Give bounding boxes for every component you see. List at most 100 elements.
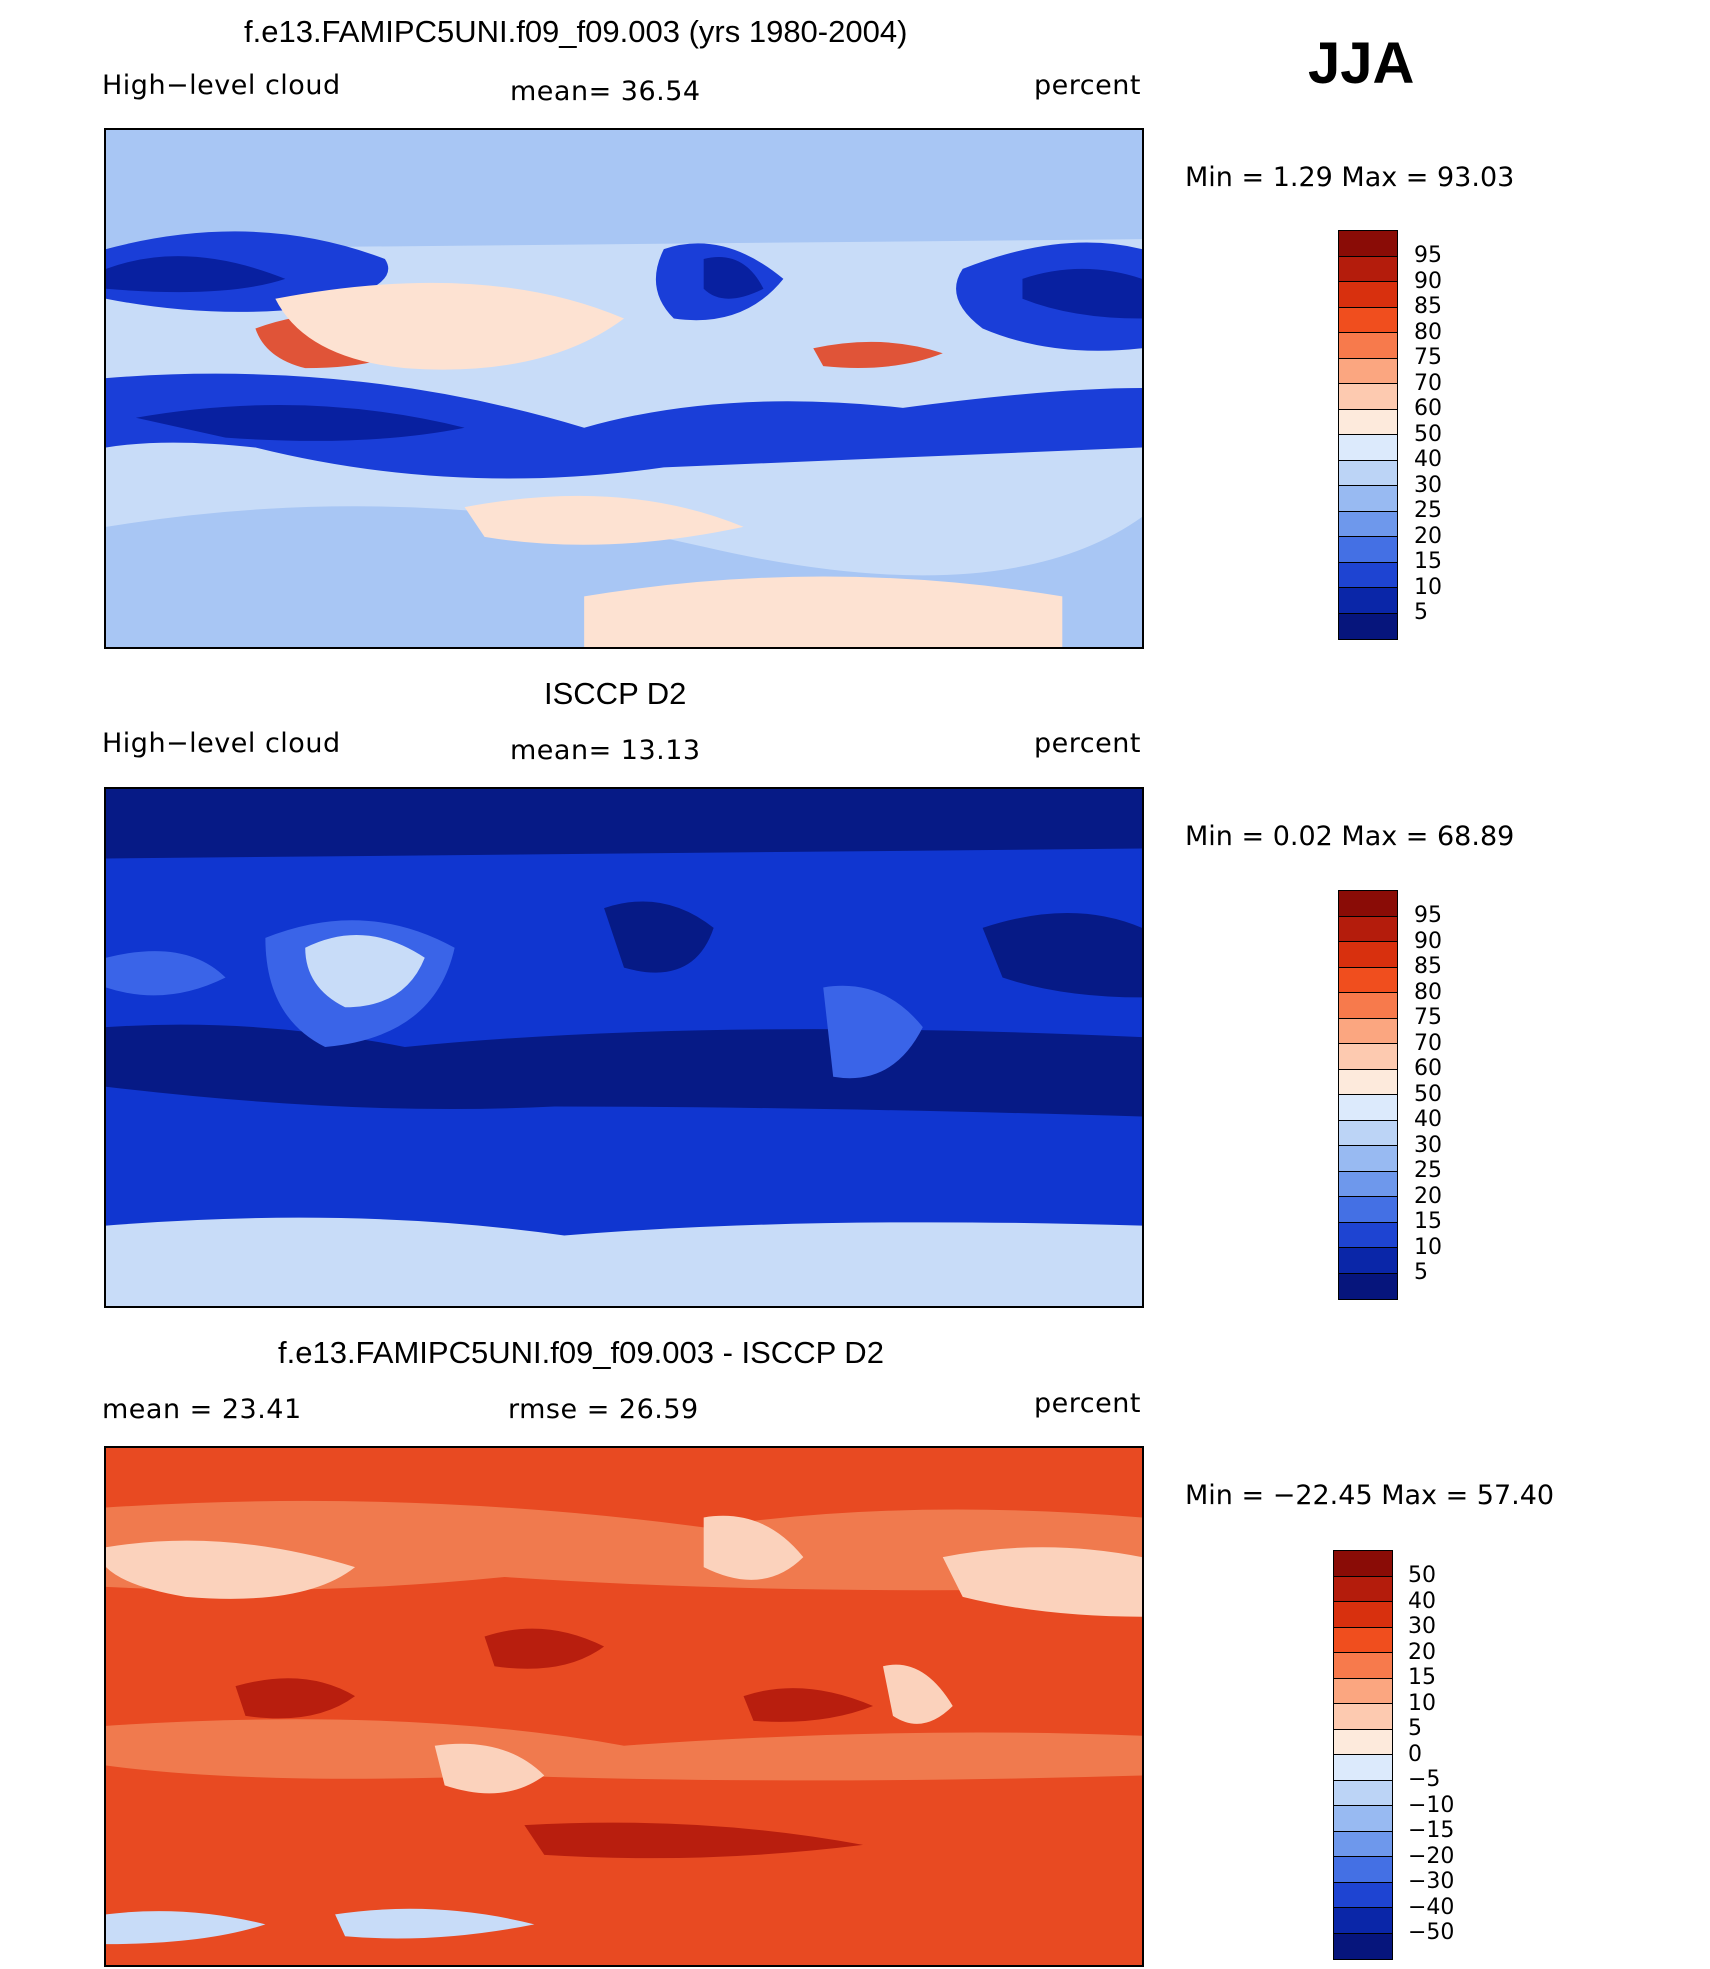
colorbar-3-label: 5 xyxy=(1408,1716,1422,1741)
colorbar-2-swatch xyxy=(1339,1095,1397,1121)
panel-2-map xyxy=(104,787,1144,1308)
colorbar-2-swatch xyxy=(1339,1069,1397,1095)
colorbar-2-label: 95 xyxy=(1414,903,1442,928)
colorbar-2-swatch xyxy=(1339,1018,1397,1044)
colorbar-1-label: 50 xyxy=(1414,421,1442,447)
colorbar-1-swatch xyxy=(1339,384,1397,410)
colorbar-2 xyxy=(1338,890,1398,1300)
colorbar-1-swatch xyxy=(1339,333,1397,359)
panel-3-contour-blue xyxy=(106,1908,535,1945)
panel-1-contour-dark-blue xyxy=(106,256,1142,441)
colorbar-2-label: 25 xyxy=(1414,1158,1442,1183)
panel-1-mean-label: mean= 36.54 xyxy=(510,76,701,107)
panel-2-variable-label: High−level cloud xyxy=(102,728,341,759)
colorbar-3-labels: 50 40 30 20 15 10 5 0 −5 −10 −15 −20 −30… xyxy=(1408,1563,1454,1946)
colorbar-3-swatch xyxy=(1334,1653,1392,1679)
panel-2-minmax: Min = 0.02 Max = 68.89 xyxy=(1185,821,1515,852)
colorbar-3-swatch xyxy=(1334,1806,1392,1832)
colorbar-2-label: 20 xyxy=(1414,1183,1442,1209)
panel-1-contour-blue-north xyxy=(106,231,1142,351)
colorbar-3-label: −10 xyxy=(1408,1792,1455,1818)
colorbar-1-label: 10 xyxy=(1414,574,1442,600)
colorbar-1-swatch xyxy=(1339,435,1397,461)
colorbar-2-swatch xyxy=(1339,1171,1397,1197)
panel-1-contour-blue-south xyxy=(106,373,1142,479)
colorbar-1-swatch xyxy=(1339,588,1397,614)
colorbar-1-swatch xyxy=(1339,537,1397,563)
colorbar-1-label: 70 xyxy=(1414,370,1442,396)
colorbar-3-label: 0 xyxy=(1408,1741,1422,1767)
colorbar-2-swatch xyxy=(1339,1120,1397,1146)
panel-3-mean-label: mean = 23.41 xyxy=(102,1394,302,1425)
panel-2-mean-label: mean= 13.13 xyxy=(510,735,701,766)
colorbar-1-swatch xyxy=(1339,256,1397,282)
colorbar-1-swatch xyxy=(1339,231,1397,257)
colorbar-1-swatch xyxy=(1339,307,1397,333)
colorbar-2-label: 60 xyxy=(1414,1056,1442,1081)
colorbar-2-swatch xyxy=(1339,891,1397,917)
colorbar-2-label: 75 xyxy=(1414,1005,1442,1030)
colorbar-3-swatch xyxy=(1334,1576,1392,1602)
colorbar-1-label: 5 xyxy=(1414,600,1428,625)
colorbar-3-label: 50 xyxy=(1408,1563,1436,1588)
season-label: JJA xyxy=(1308,31,1415,96)
colorbar-3-swatch xyxy=(1334,1729,1392,1755)
colorbar-1-label: 20 xyxy=(1414,523,1442,549)
colorbar-3-swatch xyxy=(1334,1831,1392,1857)
colorbar-2-label: 40 xyxy=(1414,1107,1442,1132)
colorbar-1-swatch xyxy=(1339,409,1397,435)
panel-3-units-label: percent xyxy=(1034,1388,1141,1419)
colorbar-1-label: 30 xyxy=(1414,472,1442,498)
colorbar-2-labels: 95 90 85 80 75 70 60 50 40 30 25 20 15 1… xyxy=(1414,903,1442,1286)
colorbar-2-label: 5 xyxy=(1414,1260,1428,1285)
colorbar-2-label: 90 xyxy=(1414,928,1442,954)
panel-2-contours xyxy=(106,789,1142,1306)
colorbar-3-label: 20 xyxy=(1408,1639,1436,1665)
colorbar-1-label: 80 xyxy=(1414,319,1442,345)
colorbar-3-swatch xyxy=(1334,1678,1392,1704)
colorbar-2-swatch xyxy=(1339,1222,1397,1248)
colorbar-3-swatch xyxy=(1334,1602,1392,1628)
colorbar-2-label: 15 xyxy=(1414,1209,1442,1234)
colorbar-3-swatch xyxy=(1334,1933,1392,1959)
colorbar-3-label: −50 xyxy=(1408,1920,1455,1945)
colorbar-2-label: 85 xyxy=(1414,954,1442,979)
panel-1-map xyxy=(104,128,1144,649)
panel-3-title: f.e13.FAMIPC5UNI.f09_f09.003 - ISCCP D2 xyxy=(278,1335,884,1370)
panel-1-contour-peach xyxy=(275,282,1063,647)
panel-1-minmax: Min = 1.29 Max = 93.03 xyxy=(1185,162,1515,193)
colorbar-3-label: −40 xyxy=(1408,1894,1455,1920)
colorbar-3-swatch xyxy=(1334,1627,1392,1653)
colorbar-2-swatch xyxy=(1339,942,1397,968)
colorbar-3 xyxy=(1333,1550,1393,1960)
colorbar-1-label: 60 xyxy=(1414,396,1442,421)
panel-2-title: ISCCP D2 xyxy=(544,676,687,711)
colorbar-1-swatch xyxy=(1339,613,1397,639)
colorbar-3-label: −5 xyxy=(1408,1767,1441,1792)
colorbar-3-swatch xyxy=(1334,1551,1392,1577)
colorbar-1-label: 90 xyxy=(1414,268,1442,294)
colorbar-1-swatch xyxy=(1339,511,1397,537)
panel-3-contour-light-peach xyxy=(106,1515,1142,1794)
colorbar-2-swatch xyxy=(1339,1044,1397,1070)
colorbar-3-label: 30 xyxy=(1408,1614,1436,1639)
colorbar-2-swatch xyxy=(1339,1248,1397,1274)
colorbar-3-swatch xyxy=(1334,1908,1392,1934)
colorbar-3-swatch xyxy=(1334,1780,1392,1806)
panel-1-contour-light-blue xyxy=(106,130,1142,647)
panel-1-title: f.e13.FAMIPC5UNI.f09_f09.003 (yrs 1980-2… xyxy=(244,14,908,49)
colorbar-3-swatch xyxy=(1334,1704,1392,1730)
panel-2-contour-pale xyxy=(106,935,1142,1306)
colorbar-3-swatch xyxy=(1334,1857,1392,1883)
panel-2-units-label: percent xyxy=(1034,728,1141,759)
colorbar-2-label: 70 xyxy=(1414,1030,1442,1056)
colorbar-3-swatch xyxy=(1334,1882,1392,1908)
panel-3-map xyxy=(104,1446,1144,1967)
colorbar-2-swatch xyxy=(1339,1146,1397,1172)
colorbar-2-swatch xyxy=(1339,1197,1397,1223)
colorbar-3-swatch xyxy=(1334,1755,1392,1781)
panel-3-minmax: Min = −22.45 Max = 57.40 xyxy=(1185,1480,1555,1511)
panel-3-rmse-label: rmse = 26.59 xyxy=(508,1394,699,1425)
colorbar-2-swatch xyxy=(1339,916,1397,942)
colorbar-3-label: −20 xyxy=(1408,1843,1455,1869)
